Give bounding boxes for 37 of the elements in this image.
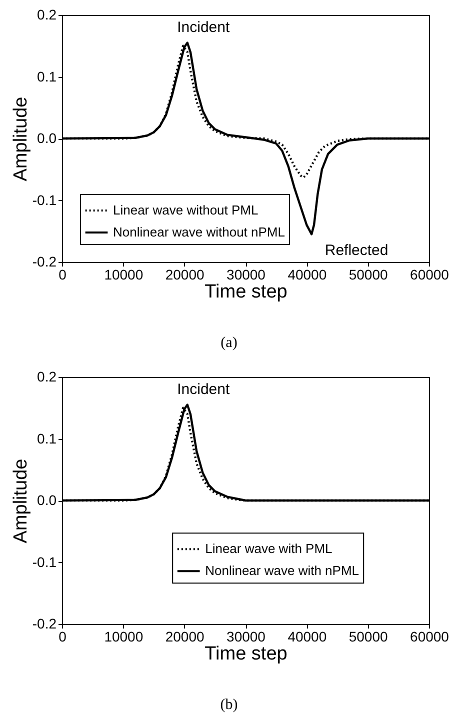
y-tick-label: 0.1 (37, 430, 57, 446)
x-tick-label: 60000 (410, 628, 450, 644)
x-tick-label: 30000 (226, 628, 266, 644)
x-tick-label: 40000 (288, 266, 327, 282)
y-axis-title: Amplitude (10, 96, 32, 182)
x-axis-title: Time step (204, 282, 288, 302)
legend-label: Linear wave with PML (205, 541, 332, 556)
y-tick-label: -0.2 (32, 616, 57, 632)
y-tick-label: 0.2 (37, 368, 57, 384)
y-axis-title: Amplitude (10, 458, 32, 544)
x-tick-label: 20000 (165, 266, 205, 282)
x-axis-title: Time step (204, 644, 288, 664)
legend-label: Nonlinear wave with nPML (205, 563, 360, 578)
text: (b) (219, 697, 239, 714)
annotation: Incident (177, 380, 230, 398)
y-tick-label: 0.0 (37, 130, 57, 146)
x-tick-label: 10000 (104, 266, 144, 282)
x-tick-label: 60000 (410, 266, 450, 282)
legend-label: Nonlinear wave without nPML (113, 224, 285, 240)
y-tick-label: 0.0 (37, 492, 57, 508)
y-tick-label: 0.2 (37, 6, 57, 22)
x-tick-label: 40000 (288, 628, 327, 644)
annotation: Incident (177, 18, 230, 36)
text: (a) (220, 335, 238, 352)
y-tick-label: -0.2 (32, 254, 57, 270)
x-tick-label: 0 (58, 628, 67, 644)
x-tick-label: 20000 (165, 628, 205, 644)
legend-label: Linear wave without PML (113, 202, 258, 218)
annotation: Reflected (324, 242, 388, 260)
y-tick-label: 0.1 (37, 68, 57, 84)
x-tick-label: 30000 (226, 266, 266, 282)
x-tick-label: 50000 (348, 266, 388, 282)
y-tick-label: -0.1 (32, 192, 57, 208)
x-tick-label: 50000 (348, 628, 388, 644)
x-tick-label: 0 (58, 266, 67, 282)
x-tick-label: 10000 (104, 628, 144, 644)
y-tick-label: -0.1 (32, 554, 57, 570)
